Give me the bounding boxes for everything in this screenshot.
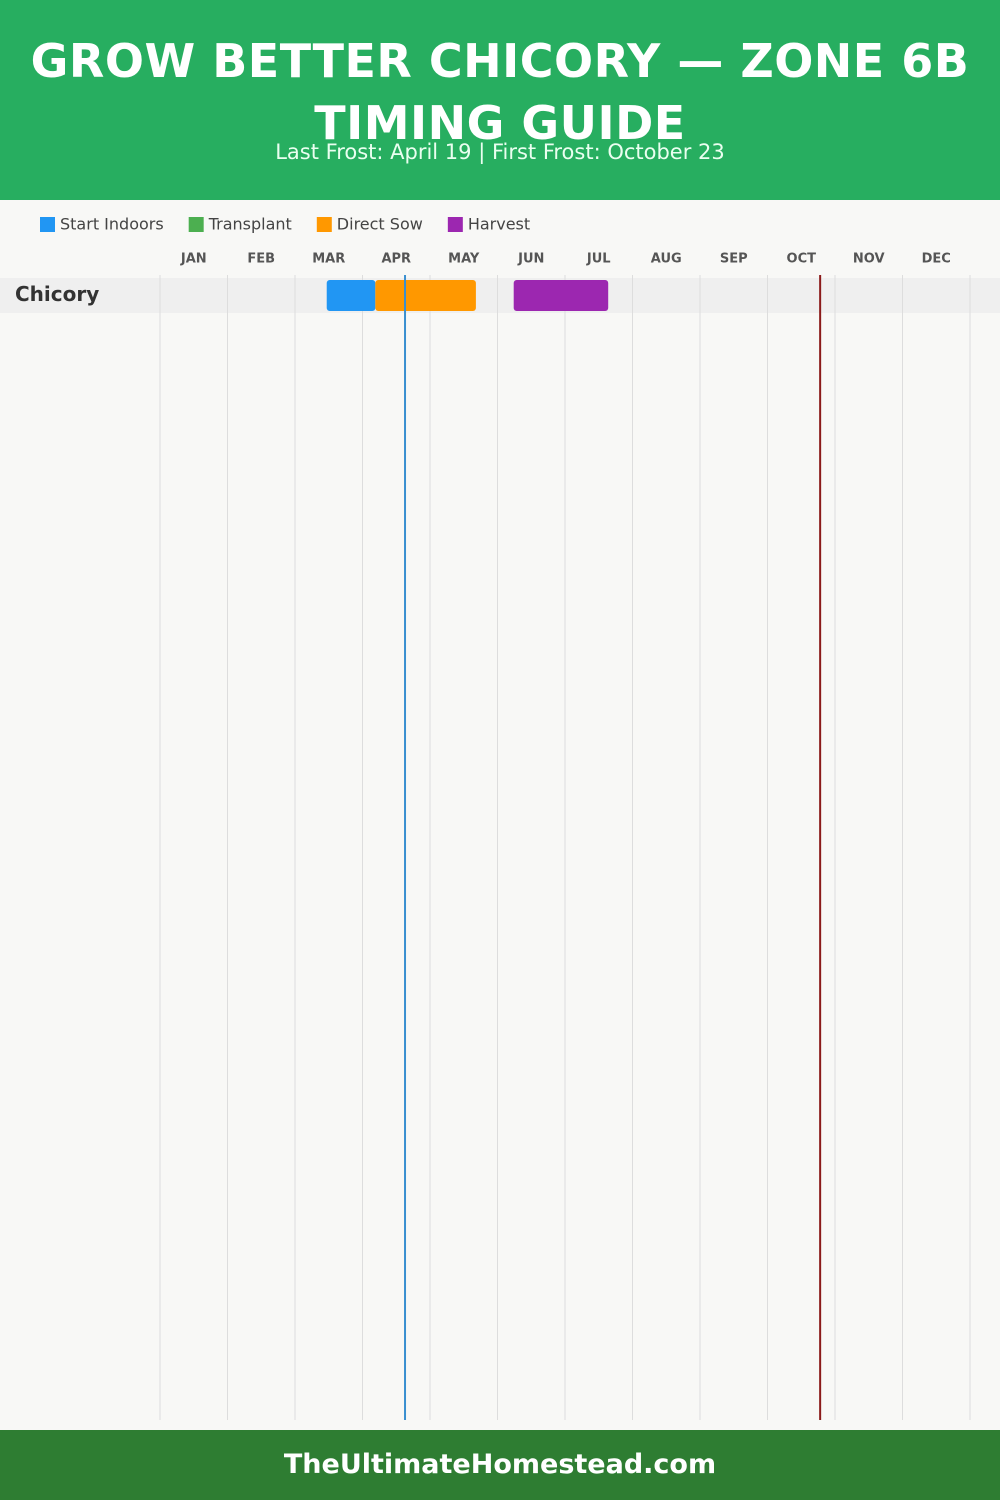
month-label: APR (381, 252, 411, 267)
timeline-bar (375, 280, 476, 311)
header: GROW BETTER CHICORY — ZONE 6B TIMING GUI… (0, 0, 1000, 200)
month-label: JUN (517, 252, 544, 267)
month-label: MAR (312, 252, 345, 267)
row-band (0, 278, 1000, 313)
legend-label: Start Indoors (60, 215, 164, 234)
row-label: Chicory (15, 282, 99, 306)
legend-swatch (447, 217, 463, 232)
legend-swatch (316, 217, 332, 232)
legend-label: Harvest (468, 215, 530, 234)
month-label: FEB (247, 252, 275, 267)
month-label: OCT (787, 252, 817, 267)
chart: Start Indoors Transplant Direct Sow Harvest… (0, 215, 1000, 1420)
legend-label: Direct Sow (337, 215, 423, 234)
title: GROW BETTER CHICORY — ZONE 6B TIMING GUI… (30, 34, 970, 150)
timeline-bar (513, 280, 609, 311)
legend-label: Transplant (208, 215, 292, 234)
footer: TheUltimateHomestead.com (0, 1430, 1000, 1500)
legend-swatch (188, 217, 204, 232)
month-label: DEC (922, 252, 951, 267)
month-label: AUG (651, 252, 682, 267)
month-label: SEP (720, 252, 748, 267)
month-label: JUL (586, 252, 611, 267)
subtitle: Last Frost: April 19 | First Frost: Octo… (275, 140, 725, 164)
month-label: MAY (448, 252, 480, 267)
timeline-bar (326, 280, 376, 311)
legend-swatch (40, 217, 55, 232)
month-label: NOV (853, 252, 885, 267)
month-label: JAN (180, 252, 207, 267)
